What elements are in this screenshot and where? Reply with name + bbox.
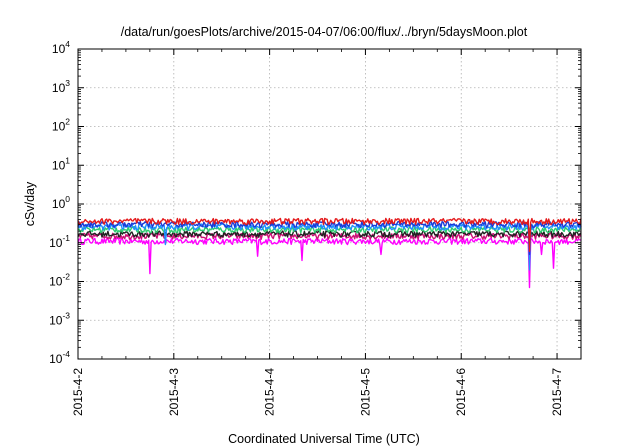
y-tick-label: 101 [52,155,70,172]
y-axis: 104 103 102 101 100 10-1 10-2 10-3 10-4 [49,39,581,366]
series-line [77,220,582,256]
y-tick-label: 100 [52,194,70,211]
series-line [77,217,582,253]
series-line [77,237,582,289]
y-tick-label: 10-1 [49,233,70,250]
y-tick-label: 10-3 [49,310,70,327]
x-tick-label: 2015-4-6 [454,368,468,416]
x-tick-label: 2015-4-7 [550,368,564,416]
x-axis: 2015-4-2 2015-4-3 2015-4-4 2015-4-5 2015-4-6… [71,49,564,416]
x-tick-label: 2015-4-5 [358,368,372,416]
x-axis-label: Coordinated Universal Time (UTC) [228,432,420,446]
y-tick-label: 102 [52,117,70,134]
x-tick-label: 2015-4-4 [263,368,277,416]
grid [78,49,581,359]
series-layer [77,217,582,289]
plot-frame [77,48,582,360]
chart-title: /data/run/goesPlots/archive/2015-04-07/0… [121,25,528,39]
x-tick-label: 2015-4-3 [167,368,181,416]
x-tick-label: 2015-4-2 [71,368,85,416]
y-axis-label: cSv/day [23,181,37,226]
y-tick-label: 10-4 [49,349,70,366]
y-tick-label: 10-2 [49,272,70,289]
y-tick-label: 104 [52,39,70,56]
y-tick-label: 103 [52,78,70,95]
